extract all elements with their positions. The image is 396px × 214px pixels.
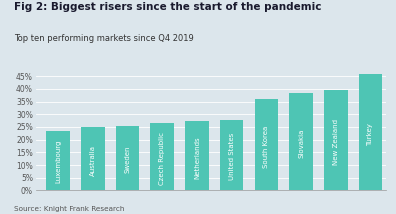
Bar <box>324 90 348 190</box>
Text: Source: Knight Frank Research: Source: Knight Frank Research <box>14 206 124 212</box>
Text: Top ten performing markets since Q4 2019: Top ten performing markets since Q4 2019 <box>14 34 194 43</box>
Text: Luxembourg: Luxembourg <box>55 140 61 183</box>
Bar <box>220 120 244 190</box>
Text: Turkey: Turkey <box>367 123 373 146</box>
Bar <box>150 123 174 190</box>
Bar <box>359 74 382 190</box>
Text: Slovakia: Slovakia <box>298 129 304 158</box>
Bar <box>185 121 209 190</box>
Text: United States: United States <box>228 133 235 180</box>
Bar <box>116 126 139 190</box>
Bar <box>46 131 70 190</box>
Bar <box>289 93 313 190</box>
Text: Netherlands: Netherlands <box>194 136 200 179</box>
Text: South Korea: South Korea <box>263 125 269 168</box>
Bar <box>81 128 105 190</box>
Text: Fig 2: Biggest risers since the start of the pandemic: Fig 2: Biggest risers since the start of… <box>14 2 322 12</box>
Text: New Zealand: New Zealand <box>333 119 339 165</box>
Bar <box>255 99 278 190</box>
Text: Czech Republic: Czech Republic <box>159 132 165 185</box>
Text: Australia: Australia <box>90 145 96 176</box>
Text: Sweden: Sweden <box>125 146 131 174</box>
